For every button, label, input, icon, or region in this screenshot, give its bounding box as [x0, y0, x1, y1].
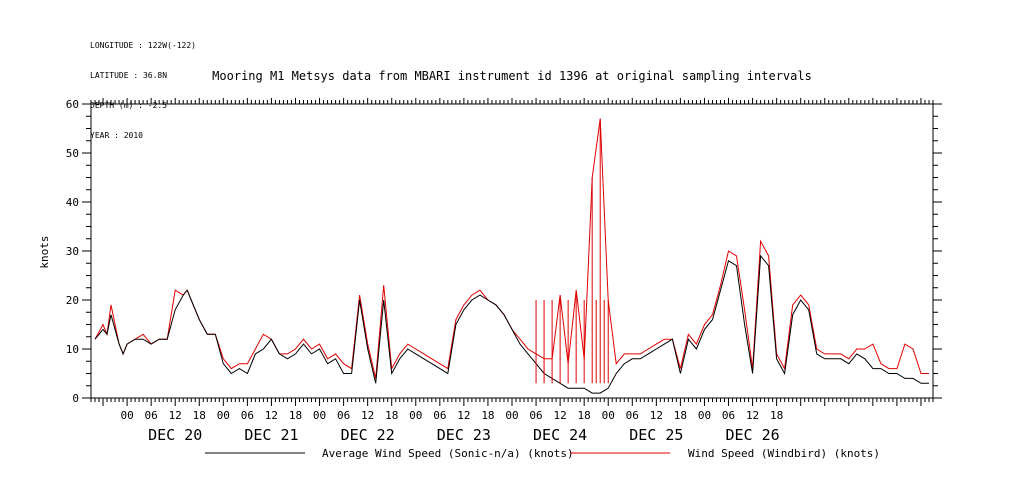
legend-label-windbird: Wind Speed (Windbird) (knots) — [688, 447, 880, 460]
x-hour-label: 06 — [626, 409, 639, 422]
x-hour-label: 06 — [529, 409, 542, 422]
x-hour-label: 00 — [698, 409, 711, 422]
mooring-metadata: LONGITUDE : 122W(-122) LATITUDE : 36.8N … — [90, 21, 196, 151]
x-hour-label: 18 — [770, 409, 783, 422]
x-hour-label: 12 — [361, 409, 374, 422]
x-hour-label: 12 — [650, 409, 663, 422]
latitude-label: LATITUDE : 36.8N — [90, 71, 168, 80]
x-hour-label: 00 — [409, 409, 422, 422]
depth-label: DEPTH (m) : -2.5 — [90, 101, 168, 110]
y-tick-label: 10 — [66, 343, 79, 356]
y-tick-label: 40 — [66, 196, 79, 209]
series-line-average-wind — [94, 254, 929, 394]
plot-frame — [90, 103, 934, 399]
x-hour-label: 18 — [385, 409, 398, 422]
y-tick-label: 60 — [66, 98, 79, 111]
x-hour-label: 12 — [457, 409, 470, 422]
x-hour-label: 06 — [337, 409, 350, 422]
x-hour-label: 00 — [120, 409, 133, 422]
legend-label-average-wind: Average Wind Speed (Sonic-n/a) (knots) — [322, 447, 574, 460]
x-day-label: DEC 21 — [244, 426, 298, 444]
x-hour-label: 06 — [722, 409, 735, 422]
x-day-label: DEC 23 — [437, 426, 491, 444]
x-hour-label: 12 — [169, 409, 182, 422]
x-hour-label: 18 — [578, 409, 591, 422]
series-line-windbird — [94, 118, 929, 379]
x-hour-label: 18 — [674, 409, 687, 422]
chart-title: Mooring M1 Metsys data from MBARI instru… — [212, 69, 812, 83]
x-hour-label: 06 — [145, 409, 158, 422]
axes-group: 0 10 20 30 40 50 60 00 06 12 18 00 06 12 18 00 06 12 18 00 0… — [66, 98, 942, 444]
x-hour-label: 18 — [481, 409, 494, 422]
y-tick-label: 20 — [66, 294, 79, 307]
series-layer — [94, 118, 929, 394]
x-hour-label: 18 — [289, 409, 302, 422]
longitude-label: LONGITUDE : 122W(-122) — [90, 41, 196, 50]
year-label: YEAR : 2010 — [90, 131, 143, 140]
y-tick-label: 50 — [66, 147, 79, 160]
legend: Average Wind Speed (Sonic-n/a) (knots) W… — [205, 447, 880, 460]
x-day-label: DEC 20 — [148, 426, 202, 444]
y-axis-label: knots — [38, 235, 51, 268]
x-hour-label: 12 — [553, 409, 566, 422]
x-hour-label: 12 — [265, 409, 278, 422]
x-day-label: DEC 24 — [533, 426, 587, 444]
x-hour-label: 06 — [433, 409, 446, 422]
x-hour-label: 06 — [241, 409, 254, 422]
y-tick-label: 30 — [66, 245, 79, 258]
x-hour-label: 12 — [746, 409, 759, 422]
x-hour-label: 00 — [313, 409, 326, 422]
x-day-label: DEC 22 — [341, 426, 395, 444]
x-day-label: DEC 26 — [725, 426, 779, 444]
x-hour-label: 00 — [602, 409, 615, 422]
x-hour-label: 18 — [193, 409, 206, 422]
x-hour-label: 00 — [217, 409, 230, 422]
y-tick-label: 0 — [72, 392, 79, 405]
x-hour-label: 00 — [505, 409, 518, 422]
x-day-label: DEC 25 — [629, 426, 683, 444]
